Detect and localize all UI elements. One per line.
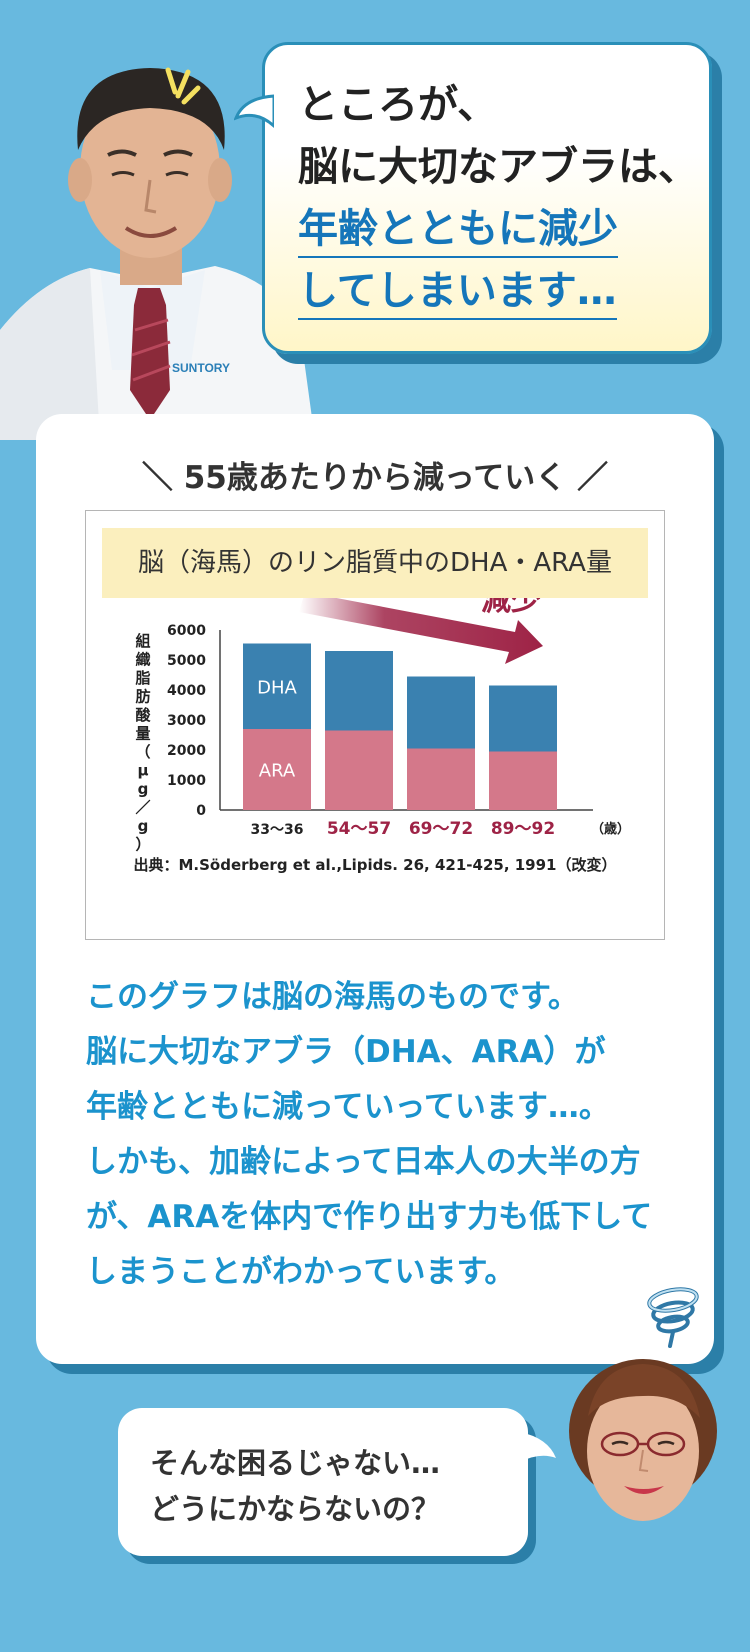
bottom-speech-bubble bbox=[118, 1408, 528, 1556]
chart-title: 脳（海馬）のリン脂質中のDHA・ARA量 bbox=[138, 548, 612, 578]
coat-logo: SUNTORY bbox=[172, 361, 230, 375]
bar-ara-3 bbox=[489, 751, 557, 810]
y-axis-label-char: 肪 bbox=[135, 688, 150, 706]
bottom-bubble-tail bbox=[520, 1432, 556, 1462]
y-axis-label-char: g bbox=[138, 780, 149, 798]
y-axis-label-char: 酸 bbox=[135, 706, 151, 724]
top-bubble-line-2: 脳に大切なアブラは、 bbox=[298, 144, 698, 190]
y-axis-label-char: 脂 bbox=[135, 669, 150, 687]
series-label-dha: DHA bbox=[257, 677, 297, 698]
dizzy-swirl-icon bbox=[647, 1287, 699, 1348]
decrease-arrow bbox=[299, 598, 543, 664]
body-line-5: が、ARAを体内で作り出す力も低下して bbox=[86, 1199, 653, 1235]
y-tick-label: 3000 bbox=[167, 713, 206, 729]
y-tick-label: 1000 bbox=[167, 773, 206, 789]
top-bubble-line-1: ところが、 bbox=[298, 82, 498, 128]
decrease-annotation: 減少 bbox=[481, 598, 541, 618]
y-axis-label-char: g bbox=[138, 817, 149, 835]
x-tick-label: 69〜72 bbox=[409, 819, 473, 839]
series-label-ara: ARA bbox=[259, 761, 296, 782]
x-axis-unit: （歳） bbox=[591, 821, 630, 837]
y-axis-label-char: ／ bbox=[135, 799, 150, 817]
bottom-bubble-line-2: どうにかならないの？ bbox=[150, 1492, 441, 1526]
body-line-1: このグラフは脳の海馬のものです。 bbox=[86, 979, 579, 1015]
y-tick-label: 2000 bbox=[167, 743, 206, 759]
x-tick-label: 54〜57 bbox=[327, 819, 391, 839]
x-tick-label: 33〜36 bbox=[251, 822, 304, 838]
chart-title-bar bbox=[102, 528, 648, 598]
bar-ara-2 bbox=[407, 748, 475, 810]
body-line-3: 年齢とともに減っていっています…。 bbox=[86, 1089, 610, 1125]
y-axis-label-char: （ bbox=[135, 743, 150, 761]
bar-dha-3 bbox=[489, 685, 557, 752]
bottom-bubble-text: そんな困るじゃない… どうにかならないの？ bbox=[150, 1440, 530, 1532]
y-tick-label: 6000 bbox=[167, 623, 206, 639]
bar-dha-1 bbox=[325, 651, 393, 731]
top-bubble-tail bbox=[234, 94, 274, 129]
top-bubble-highlight-1: 年齢とともに減少 bbox=[298, 206, 618, 258]
top-speech-bubble bbox=[262, 42, 712, 354]
x-tick-label: 89〜92 bbox=[491, 819, 555, 839]
bar-dha-0 bbox=[243, 643, 311, 729]
body-line-2: 脳に大切なアブラ（DHA、ARA）が bbox=[86, 1034, 606, 1070]
y-axis-label-char: 織 bbox=[135, 651, 150, 669]
y-tick-label: 5000 bbox=[167, 653, 206, 669]
chart: 6000500040003000200010000組織脂肪酸量（μg／g）33〜… bbox=[133, 598, 630, 874]
chart-source: 出典：M.Söderberg et al.,Lipids. 26, 421-42… bbox=[133, 856, 616, 874]
y-tick-label: 4000 bbox=[167, 683, 206, 699]
y-axis-label-char: 組 bbox=[135, 632, 150, 650]
card-heading: ＼ 55歳あたりから減っていく ／ bbox=[141, 460, 609, 496]
body-line-6: しまうことがわかっています。 bbox=[86, 1254, 516, 1290]
y-tick-label: 0 bbox=[196, 803, 206, 819]
bar-ara-0 bbox=[243, 729, 311, 810]
body-text: このグラフは脳の海馬のものです。 脳に大切なアブラ（DHA、ARA）が 年齢とと… bbox=[86, 970, 706, 1300]
bar-dha-2 bbox=[407, 676, 475, 749]
top-bubble-text: ところが、 脳に大切なアブラは、 年齢とともに減少 してしまいます… bbox=[298, 74, 698, 322]
y-axis-label-char: μ bbox=[137, 762, 148, 780]
doctor-photo: SUNTORY bbox=[0, 67, 315, 440]
body-line-4: しかも、加齢によって日本人の大半の方 bbox=[86, 1144, 641, 1180]
y-axis-label-char: 量 bbox=[135, 725, 150, 743]
top-bubble-highlight-2: してしまいます… bbox=[298, 268, 617, 320]
bottom-bubble-line-1: そんな困るじゃない… bbox=[150, 1446, 441, 1480]
y-axis-label-char: ） bbox=[135, 836, 150, 854]
bar-ara-1 bbox=[325, 730, 393, 810]
woman-photo bbox=[569, 1359, 717, 1521]
